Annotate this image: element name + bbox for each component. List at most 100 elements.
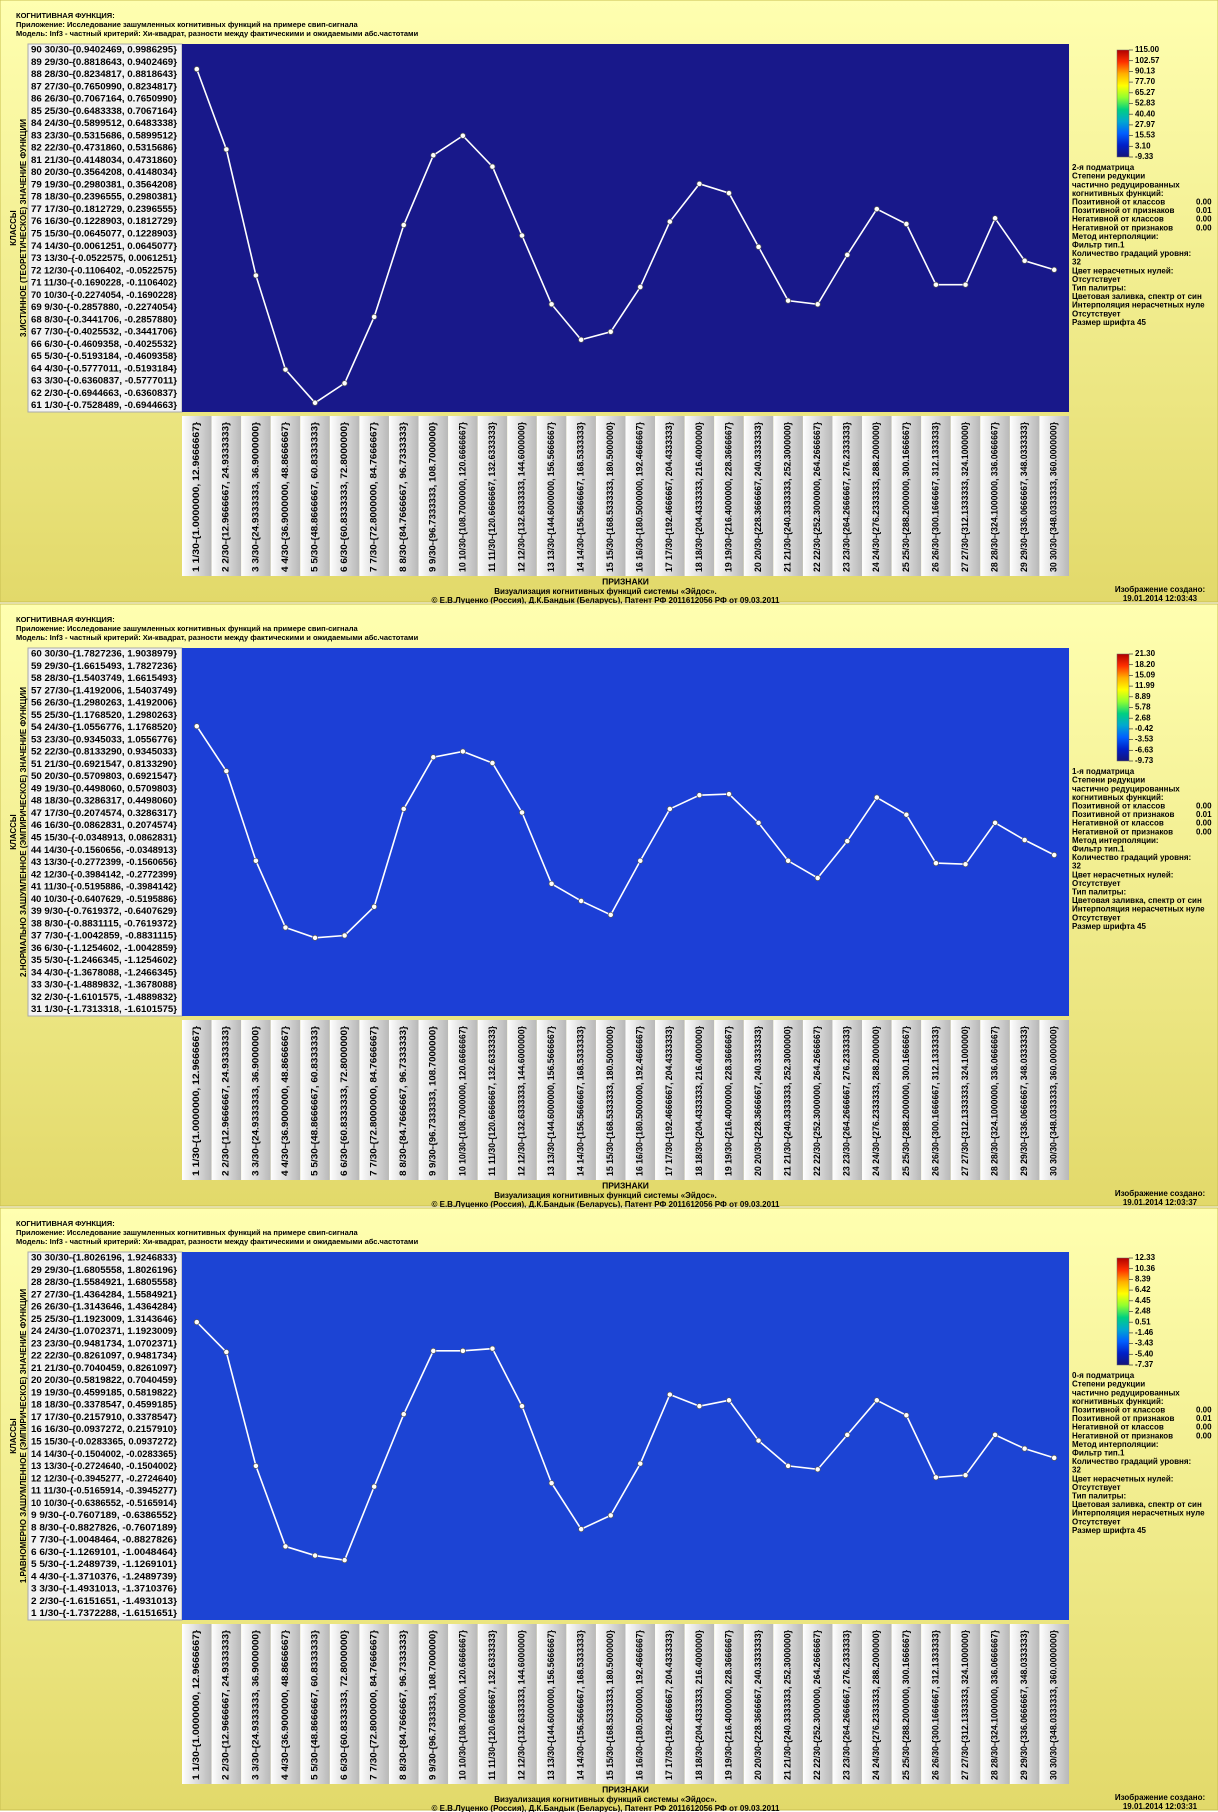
class-label: 49 19/30-{0.4498060, 0.5709803}: [31, 783, 178, 793]
feature-label: 18 18/30-{204.4333333, 216.4000000}: [694, 422, 704, 572]
signal-point: [873, 206, 880, 213]
feature-stripe: [625, 1624, 656, 1784]
signal-point: [430, 1347, 437, 1354]
class-label: 65 5/30-{-0.5193184, -0.4609358}: [31, 351, 178, 361]
feature-label: 3 3/30-{24.9333333, 36.9000000}: [250, 1629, 260, 1780]
class-label: 4 4/30-{-1.3710376, -1.2489739}: [31, 1571, 178, 1581]
signal-point: [785, 297, 792, 304]
signal-point: [962, 281, 969, 288]
class-label: 23 23/30-{0.9481734, 1.0702371}: [31, 1338, 178, 1348]
y-axis-title: КЛАССЫ: [9, 1418, 18, 1454]
feature-stripe: [477, 416, 508, 576]
feature-label: 13 13/30-{144.6000000, 156.5666667}: [546, 422, 556, 572]
feature-label: 1 1/30-{1.0000000, 12.9666667}: [191, 421, 201, 572]
class-label-column: [27, 647, 183, 1017]
feature-label: 5 5/30-{48.8666667, 60.8333333}: [309, 1025, 319, 1176]
feature-stripe: [655, 416, 685, 576]
feature-stripe: [921, 1020, 951, 1180]
signal-point: [252, 272, 259, 279]
reduction-label: Негативной от классов: [1072, 1423, 1164, 1432]
signal-point: [814, 875, 821, 881]
reduction-value: 0.00: [1196, 198, 1212, 207]
class-label: 27 27/30-{1.4364284, 1.5584921}: [31, 1289, 178, 1299]
feature-stripe: [507, 416, 537, 576]
colorbar-tick-label: 0.51: [1135, 1317, 1151, 1326]
side-text: Цветовая заливка, спектр от син: [1072, 292, 1202, 301]
colorbar-tick-label: 10.36: [1135, 1264, 1156, 1273]
side-text: Цветовая заливка, спектр от син: [1072, 1500, 1202, 1509]
signal-point: [548, 880, 555, 887]
feature-label: 7 7/30-{72.8000000, 84.7666667}: [369, 1025, 379, 1176]
class-label: 2 2/30-{-1.6151651, -1.4931013}: [31, 1596, 178, 1606]
feature-label: 24 24/30-{276.2333333, 288.2000000}: [871, 1026, 881, 1176]
feature-stripe: [536, 416, 567, 576]
y-axis-subtitle: 2.НОРМАЛЬНО ЗАШУМЛЕННОЕ (ЭМПИРИЧЕСКОЕ) З…: [19, 687, 28, 977]
class-label: 8 8/30-{-0.8827826, -0.7607189}: [31, 1522, 178, 1532]
feature-stripe: [950, 1624, 981, 1784]
reduction-label: Негативной от классов: [1072, 215, 1164, 224]
reduction-value: 0.00: [1196, 827, 1212, 836]
class-label: 35 5/30-{-1.2466345, -1.1254602}: [31, 955, 178, 965]
feature-label: 4 4/30-{36.9000000, 48.8666667}: [280, 1629, 290, 1780]
signal-point: [489, 1345, 496, 1352]
x-axis-title: ПРИЗНАКИ: [602, 576, 649, 586]
class-label: 38 8/30-{-0.8831115, -0.7619372}: [31, 918, 178, 928]
signal-point: [873, 794, 880, 801]
colorbar-tick-label: 15.53: [1135, 131, 1156, 140]
class-label: 32 2/30-{-1.6101575, -1.4889832}: [31, 992, 178, 1002]
created-label: Изображение создано:: [1115, 585, 1205, 594]
class-label: 55 25/30-{1.1768520, 1.2980263}: [31, 710, 178, 720]
signal-point: [548, 1480, 555, 1487]
class-label: 51 21/30-{0.6921547, 0.8133290}: [31, 759, 178, 769]
class-label: 60 30/30-{1.7827236, 1.9038979}: [31, 649, 178, 659]
class-label-column: [27, 1251, 183, 1621]
class-label: 67 7/30-{-0.4025532, -0.3441706}: [31, 327, 178, 337]
reduction-value: 0.00: [1196, 1431, 1212, 1440]
side-text: Фильтр тип.1: [1072, 241, 1125, 250]
class-label: 46 16/30-{0.0862831, 0.2074574}: [31, 820, 178, 830]
signal-point: [726, 1397, 732, 1404]
reduction-label: Позитивной от классов: [1072, 1406, 1165, 1415]
class-label: 29 29/30-{1.6805558, 1.8026196}: [31, 1265, 178, 1275]
feature-stripe: [329, 416, 360, 576]
signal-point: [223, 1349, 230, 1356]
signal-point: [519, 809, 525, 816]
class-label: 28 28/30-{1.5584921, 1.6805558}: [31, 1277, 178, 1287]
feature-stripe: [270, 1020, 301, 1180]
signal-point: [519, 1403, 525, 1410]
class-label: 14 14/30-{-0.1504002, -0.0283365}: [31, 1449, 178, 1459]
feature-label: 11 11/30-{120.6666667, 132.6333333}: [487, 422, 497, 572]
feature-stripe: [448, 1020, 478, 1180]
side-text: Степени редукции: [1072, 776, 1145, 785]
signal-point: [903, 221, 910, 227]
feature-stripe: [980, 416, 1010, 576]
signal-point: [548, 301, 555, 308]
class-label: 18 18/30-{0.3378547, 0.4599185}: [31, 1400, 178, 1410]
colorbar: [1116, 653, 1130, 762]
signal-point: [400, 805, 407, 812]
feature-label: 11 11/30-{120.6666667, 132.6333333}: [487, 1630, 497, 1780]
reduction-label: Позитивной от признаков: [1072, 1414, 1175, 1423]
feature-label: 22 22/30-{252.3000000, 264.2666667}: [812, 1026, 822, 1176]
footer-line: © Е.В.Луценко (Россия), Д.К.Бандык (Бела…: [431, 1200, 780, 1209]
feature-label: 4 4/30-{36.9000000, 48.8666667}: [280, 421, 290, 572]
feature-label: 30 30/30-{348.0333333, 360.0000000}: [1049, 1630, 1059, 1780]
signal-point: [992, 819, 999, 826]
feature-stripe: [1039, 1020, 1069, 1180]
signal-point: [933, 1474, 939, 1481]
x-axis-title: ПРИЗНАКИ: [602, 1180, 649, 1190]
footer-line: © Е.В.Луценко (Россия), Д.К.Бандык (Бела…: [431, 596, 780, 605]
feature-label: 26 26/30-{300.1666667, 312.1333333}: [930, 1630, 940, 1780]
feature-stripe: [980, 1020, 1010, 1180]
created-date: 19.01.2014 12:03:31: [1123, 1802, 1198, 1811]
feature-stripe: [773, 416, 803, 576]
signal-point: [607, 1512, 614, 1519]
feature-stripe: [182, 1624, 212, 1784]
signal-point: [371, 313, 378, 320]
feature-label: 5 5/30-{48.8666667, 60.8333333}: [309, 421, 319, 572]
feature-stripe: [655, 1624, 685, 1784]
signal-point: [1051, 266, 1058, 273]
class-label: 44 14/30-{-0.1560656, -0.0348913}: [31, 845, 178, 855]
class-label: 19 19/30-{0.4599185, 0.5819822}: [31, 1387, 178, 1397]
feature-stripe: [832, 416, 863, 576]
